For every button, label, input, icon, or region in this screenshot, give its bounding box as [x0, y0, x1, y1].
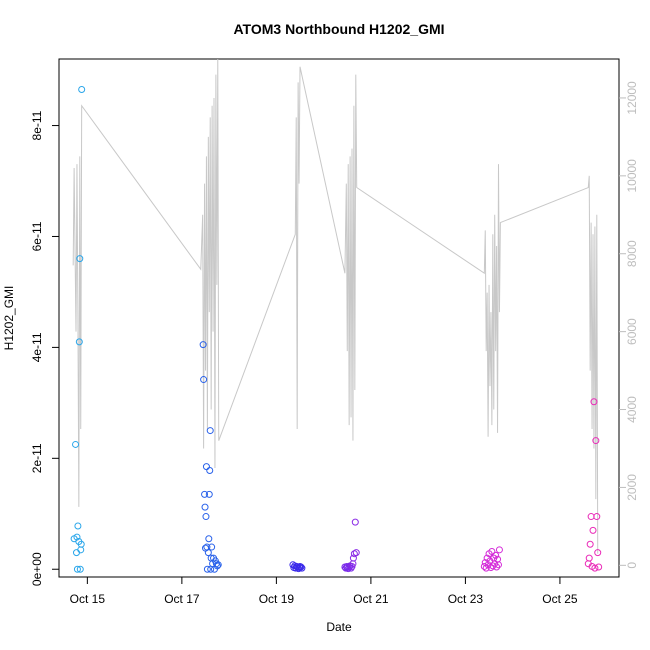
y-left-tick-label: 8e-11 [30, 110, 44, 140]
data-point [77, 540, 85, 548]
y-axis-label: H1202_GMI [2, 286, 16, 351]
x-tick-label: Oct 15 [70, 592, 106, 606]
y-right-tick-label: 12000 [625, 81, 639, 115]
data-point [208, 543, 216, 551]
y-left-tick-label: 0e+00 [30, 552, 44, 586]
data-point [78, 86, 86, 93]
data-point [297, 563, 305, 571]
data-point [201, 490, 209, 498]
data-point [590, 398, 598, 406]
data-point [203, 565, 211, 573]
y-left-tick-label: 2e-11 [30, 443, 44, 473]
y-left-tick-label: 6e-11 [30, 221, 44, 251]
data-point [201, 503, 209, 511]
data-point [76, 255, 84, 263]
y-axis-left: 0e+00 2e-11 4e-11 6e-11 8e-11 [30, 110, 59, 586]
data-point [73, 533, 81, 541]
y-right-tick-label: 4000 [625, 396, 639, 423]
data-point [594, 549, 602, 557]
data-point [205, 490, 213, 498]
series-line-0 [72, 58, 599, 554]
x-tick-label: Oct 23 [448, 592, 484, 606]
data-point [495, 546, 503, 554]
data-point [74, 522, 82, 530]
left-axis-point-series [70, 86, 603, 573]
x-tick-label: Oct 17 [164, 592, 200, 606]
data-point [73, 565, 81, 573]
data-point [202, 463, 210, 471]
x-tick-label: Oct 19 [259, 592, 295, 606]
y-left-tick-label: 4e-11 [30, 332, 44, 362]
data-point [351, 518, 359, 526]
data-point [75, 338, 83, 346]
plot-frame [58, 58, 620, 578]
data-point [298, 564, 306, 572]
chart-title: ATOM3 Northbound H1202_GMI [233, 21, 444, 37]
x-axis-label: Date [326, 620, 352, 634]
data-point [480, 562, 488, 570]
data-point [593, 513, 601, 521]
data-point [585, 554, 593, 562]
data-point [202, 513, 210, 521]
data-point [204, 549, 212, 557]
data-point [199, 341, 207, 349]
y-right-tick-label: 0 [625, 562, 639, 569]
y-right-tick-label: 10000 [625, 159, 639, 193]
data-point [349, 554, 357, 562]
data-point [214, 561, 222, 569]
right-axis-line-series [72, 58, 599, 554]
y-right-tick-label: 8000 [625, 240, 639, 267]
data-point [72, 440, 80, 448]
data-point [591, 564, 599, 572]
data-point [213, 562, 221, 570]
data-point [595, 563, 603, 571]
data-point [352, 549, 360, 557]
data-point [589, 526, 597, 534]
data-point [494, 561, 502, 569]
y-right-tick-label: 6000 [625, 318, 639, 345]
data-point [347, 564, 355, 572]
data-point [72, 549, 80, 557]
data-point [488, 547, 496, 555]
data-point [592, 437, 600, 445]
x-axis: Oct 15 Oct 17 Oct 19 Oct 21 Oct 23 Oct 25 [70, 577, 578, 606]
data-point [200, 376, 208, 384]
data-point [206, 427, 214, 435]
data-point [205, 535, 213, 543]
data-point [493, 563, 501, 571]
x-tick-label: Oct 25 [542, 592, 578, 606]
data-point [587, 513, 595, 521]
y-right-tick-label: 2000 [625, 474, 639, 501]
x-tick-label: Oct 21 [353, 592, 389, 606]
data-point [76, 565, 84, 573]
data-point [482, 564, 490, 572]
y-axis-right: 0 2000 4000 6000 8000 10000 12000 [619, 81, 639, 569]
data-point [206, 467, 214, 475]
data-point [492, 551, 500, 559]
data-point [586, 540, 594, 548]
